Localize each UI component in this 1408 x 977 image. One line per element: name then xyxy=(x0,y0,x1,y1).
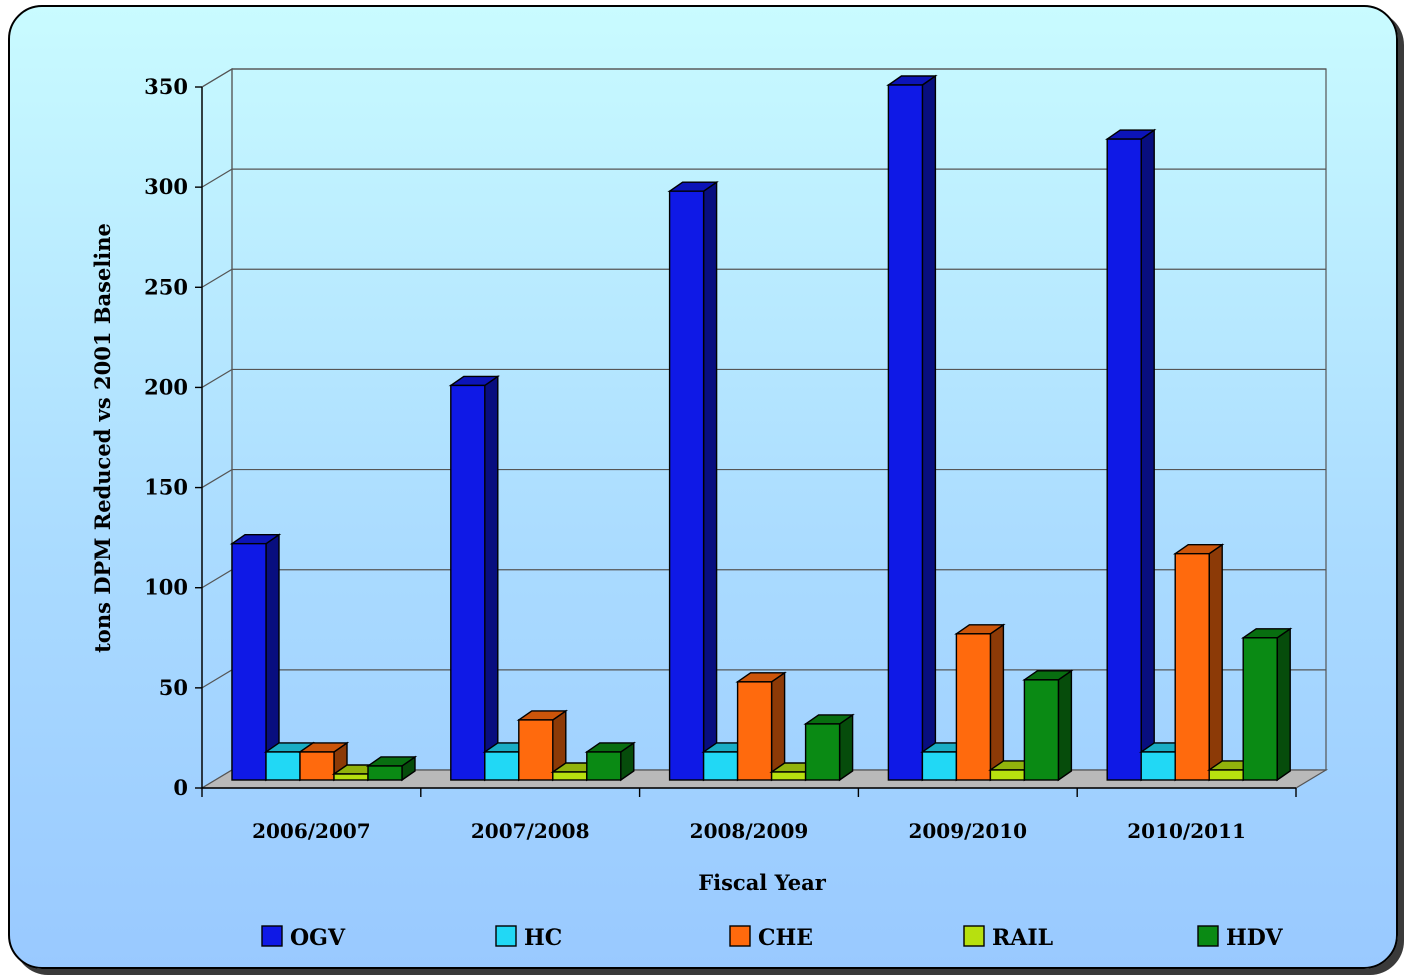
bar-front xyxy=(1106,138,1142,781)
gridline xyxy=(201,268,1326,288)
bar-ogv-2010/2011 xyxy=(1104,128,1157,782)
y-axis-title: tons DPM Reduced vs 2001 Baseline xyxy=(90,223,115,653)
gridline xyxy=(201,569,1326,589)
y-tick-label: 50 xyxy=(159,675,188,700)
legend: OGV HC CHE RAIL HDV xyxy=(261,925,1283,951)
bar-side xyxy=(265,533,280,782)
legend-item-che: CHE xyxy=(729,925,813,951)
bar-hdv-2006/2007 xyxy=(365,755,418,782)
bar-front xyxy=(299,751,335,781)
bar-front xyxy=(367,765,403,781)
x-tick-labels: 2006/2007 2007/2008 2008/2009 2009/2010 2010… xyxy=(252,819,1246,843)
side-wall xyxy=(201,67,233,790)
gridline xyxy=(201,68,1326,88)
bar-front xyxy=(955,633,992,781)
gridline xyxy=(201,468,1326,489)
bar-hdv-2009/2010 xyxy=(1022,669,1074,782)
bar-front xyxy=(450,384,486,781)
legend-swatch xyxy=(261,925,283,947)
legend-label: HC xyxy=(524,925,562,951)
bar-side xyxy=(702,180,718,782)
bar-hdv-2008/2009 xyxy=(803,713,855,782)
bar-che-2007/2008 xyxy=(516,709,569,782)
legend-item-rail: RAIL xyxy=(963,925,1053,951)
bar-side xyxy=(1140,128,1155,782)
legend-item-hc: HC xyxy=(495,925,562,951)
bar-side xyxy=(838,713,854,782)
bar-front xyxy=(804,723,841,781)
bar-front xyxy=(736,681,773,781)
x-tick-label: 2006/2007 xyxy=(252,819,371,843)
bar-ogv-2008/2009 xyxy=(667,180,719,782)
gridlines xyxy=(201,68,1326,689)
legend-item-hdv: HDV xyxy=(1197,925,1283,951)
legend-swatch xyxy=(495,925,517,947)
bars xyxy=(229,74,1293,782)
bar-front xyxy=(1140,751,1176,781)
bar-front xyxy=(231,542,267,781)
bar-front xyxy=(265,751,301,781)
y-tick-label: 300 xyxy=(144,174,188,199)
y-tick-label: 100 xyxy=(144,575,188,600)
x-tick-label: 2007/2008 xyxy=(471,819,590,843)
legend-item-ogv: OGV xyxy=(261,925,346,951)
bar-front xyxy=(333,773,369,781)
gridline xyxy=(201,368,1326,388)
legend-label: HDV xyxy=(1226,925,1283,951)
bar-front xyxy=(770,771,807,781)
bar-side xyxy=(1208,543,1223,782)
bar-front xyxy=(552,771,588,781)
bar-side xyxy=(1276,627,1291,782)
bar-side xyxy=(484,375,499,782)
bar-side xyxy=(989,623,1005,782)
bar-front xyxy=(1208,769,1244,781)
bar-che-2009/2010 xyxy=(954,623,1006,782)
bar-side xyxy=(1057,669,1073,782)
y-tick-label: 350 xyxy=(144,74,188,99)
y-tick-labels: 0 50 100 150 200 250 300 350 xyxy=(144,74,188,800)
bar-front xyxy=(1174,552,1210,781)
x-tick-label: 2008/2009 xyxy=(690,819,809,843)
bar-front xyxy=(887,84,924,781)
bar-front xyxy=(668,190,705,781)
bar-front xyxy=(484,751,520,781)
x-tick-label: 2010/2011 xyxy=(1127,819,1246,843)
y-tick-label: 200 xyxy=(144,374,188,399)
bar-front xyxy=(921,751,958,781)
bar-hdv-2007/2008 xyxy=(584,741,637,782)
y-tick-label: 0 xyxy=(173,775,188,800)
bar-hdv-2010/2011 xyxy=(1240,627,1293,782)
bar-front xyxy=(1023,679,1060,781)
axes xyxy=(195,86,1297,797)
legend-label: RAIL xyxy=(992,925,1053,951)
bar-ogv-2007/2008 xyxy=(448,375,501,782)
bar-front xyxy=(702,751,739,781)
legend-swatch xyxy=(1197,925,1219,947)
legend-label: CHE xyxy=(758,925,813,951)
y-tick-label: 150 xyxy=(144,475,188,500)
bar-che-2010/2011 xyxy=(1172,543,1225,782)
x-axis-title: Fiscal Year xyxy=(698,870,827,895)
bar-ogv-2009/2010 xyxy=(886,74,938,782)
gridline xyxy=(201,168,1326,188)
bar-front xyxy=(989,769,1026,781)
bar-front xyxy=(1242,637,1278,781)
legend-swatch xyxy=(963,925,985,947)
bar-ogv-2006/2007 xyxy=(229,533,282,782)
bar-front xyxy=(518,719,554,781)
x-tick-label: 2009/2010 xyxy=(908,819,1027,843)
bar-side xyxy=(921,74,937,782)
back-wall xyxy=(231,68,1327,771)
bar-che-2008/2009 xyxy=(735,671,787,782)
legend-label: OGV xyxy=(290,925,346,951)
y-tick-label: 250 xyxy=(144,274,188,299)
legend-swatch xyxy=(729,925,751,947)
bar-front xyxy=(586,751,622,781)
